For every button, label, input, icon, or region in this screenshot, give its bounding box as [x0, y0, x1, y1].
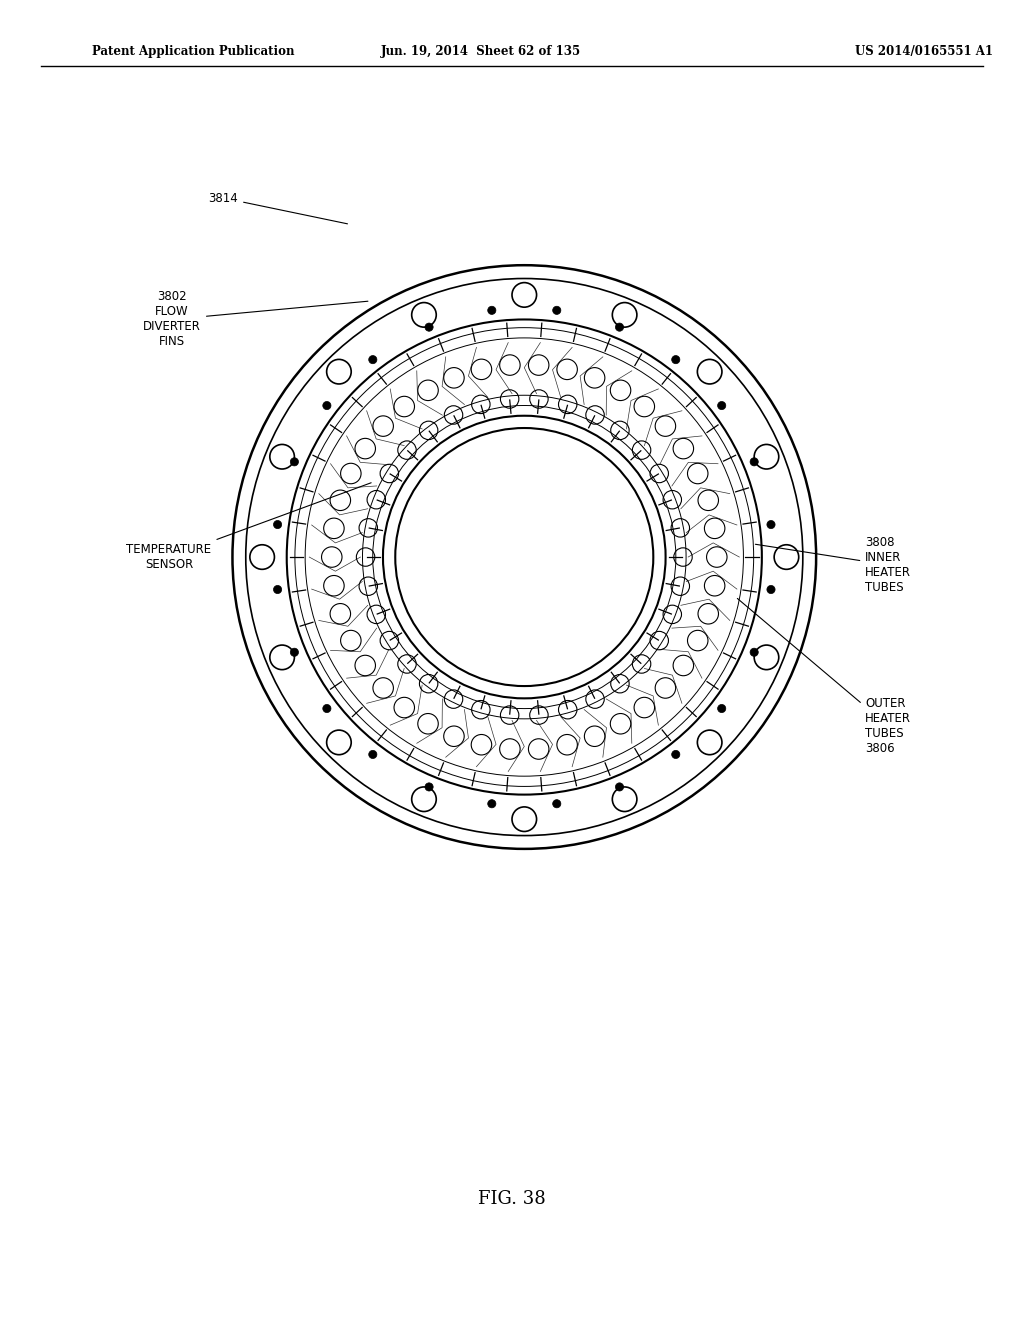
- Circle shape: [290, 458, 298, 466]
- Circle shape: [751, 458, 759, 466]
- Circle shape: [672, 750, 680, 759]
- Text: 3814: 3814: [208, 191, 347, 224]
- Text: Patent Application Publication: Patent Application Publication: [92, 45, 295, 58]
- Circle shape: [487, 306, 496, 314]
- Circle shape: [672, 355, 680, 364]
- Text: TEMPERATURE
SENSOR: TEMPERATURE SENSOR: [126, 483, 371, 572]
- Circle shape: [425, 323, 433, 331]
- Circle shape: [767, 586, 775, 594]
- Text: FIG. 38: FIG. 38: [478, 1189, 546, 1208]
- Circle shape: [395, 428, 653, 686]
- Circle shape: [751, 648, 759, 656]
- Circle shape: [369, 355, 377, 364]
- Circle shape: [553, 306, 561, 314]
- Text: US 2014/0165551 A1: US 2014/0165551 A1: [855, 45, 993, 58]
- Circle shape: [615, 323, 624, 331]
- Circle shape: [290, 648, 298, 656]
- Circle shape: [323, 705, 331, 713]
- Circle shape: [718, 705, 726, 713]
- Circle shape: [425, 783, 433, 791]
- Text: Jun. 19, 2014  Sheet 62 of 135: Jun. 19, 2014 Sheet 62 of 135: [381, 45, 582, 58]
- Circle shape: [369, 750, 377, 759]
- Circle shape: [323, 401, 331, 409]
- Circle shape: [487, 800, 496, 808]
- Circle shape: [615, 783, 624, 791]
- Text: OUTER
HEATER
TUBES
3806: OUTER HEATER TUBES 3806: [737, 598, 911, 755]
- Text: 3808
INNER
HEATER
TUBES: 3808 INNER HEATER TUBES: [756, 536, 911, 594]
- Circle shape: [767, 520, 775, 528]
- Circle shape: [553, 800, 561, 808]
- Circle shape: [273, 586, 282, 594]
- Circle shape: [273, 520, 282, 528]
- Circle shape: [718, 401, 726, 409]
- Text: 3802
FLOW
DIVERTER
FINS: 3802 FLOW DIVERTER FINS: [143, 290, 368, 348]
